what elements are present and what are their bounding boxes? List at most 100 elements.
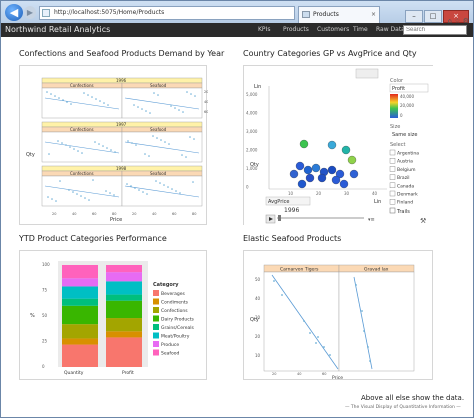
browser-tab[interactable]: Products × <box>298 6 380 23</box>
country-bubble[interactable] <box>339 179 349 189</box>
x-tick: 20 <box>132 212 136 216</box>
country-bubble[interactable] <box>327 140 337 150</box>
close-window-button[interactable]: × <box>443 10 469 23</box>
stack-segment <box>106 272 142 282</box>
year-strip-label: 1998 <box>116 166 127 171</box>
speed-icon[interactable]: ▾≡ <box>368 217 375 223</box>
y-tick: 20 <box>255 334 261 339</box>
country-bubble[interactable] <box>299 139 309 149</box>
brand[interactable]: Northwind Retail Analytics <box>5 25 111 34</box>
data-point <box>189 136 191 138</box>
elastic-strip: Gravad lax <box>364 267 389 273</box>
ytd-xtick: Quantity <box>64 370 84 376</box>
stack-segment <box>106 265 142 273</box>
country-list: Argentina Austria Belgium Brazil Canada Denma… <box>389 149 419 206</box>
data-point <box>130 185 132 187</box>
elastic-points: 20 40 60 <box>271 274 373 376</box>
stack-segment <box>62 305 98 325</box>
nav-customers[interactable]: Customers <box>317 26 350 33</box>
country-bubble[interactable] <box>297 179 307 189</box>
tab-close-icon[interactable]: × <box>370 11 376 18</box>
country-label: Brazil <box>397 175 410 181</box>
nav-products[interactable]: Products <box>283 26 309 33</box>
size-select[interactable]: Same size <box>392 132 417 138</box>
wrench-icon[interactable]: ⚒ <box>420 217 426 225</box>
data-point <box>87 94 89 96</box>
data-point <box>145 110 147 112</box>
bubble-ylabel: Qty <box>250 162 259 168</box>
country-bubble[interactable] <box>341 145 351 155</box>
country-bubble[interactable] <box>305 173 315 183</box>
minimize-button[interactable]: – <box>405 10 423 23</box>
y-scale-select[interactable]: Lin <box>254 84 261 90</box>
y-tick: 5,000 <box>246 92 258 97</box>
data-point <box>167 186 169 188</box>
category-strip-label: Seafood <box>150 171 167 176</box>
address-text: http://localhost:5075/Home/Products <box>54 9 165 16</box>
country-bubble[interactable] <box>331 175 341 185</box>
data-point <box>110 149 112 151</box>
x-tick: 60 <box>322 372 326 376</box>
country-checkbox[interactable] <box>389 149 396 156</box>
x-tick: 20 <box>52 212 56 216</box>
nav-time[interactable]: Time <box>353 26 368 33</box>
trails-checkbox[interactable] <box>389 207 396 214</box>
time-slider-handle[interactable] <box>278 215 281 221</box>
country-checkbox[interactable] <box>389 198 396 205</box>
y-tick: 30 <box>255 315 261 320</box>
data-point <box>178 109 180 111</box>
forward-arrow-icon[interactable]: ▶ <box>24 6 36 19</box>
country-bubble[interactable] <box>303 165 313 175</box>
data-point <box>55 200 57 202</box>
ytd-stacked-chart: % 100 75 50 25 0 Quantity Profit Category Be… <box>30 261 195 376</box>
stack-segment <box>62 298 98 306</box>
data-point <box>133 104 135 106</box>
legend-label: Confections <box>161 308 188 314</box>
data-point <box>193 138 195 140</box>
country-bubble[interactable] <box>289 169 299 179</box>
legend-label: Dairy Products <box>161 317 195 323</box>
color-select[interactable]: Profit <box>392 86 405 92</box>
country-checkbox[interactable] <box>389 190 396 197</box>
data-point <box>329 354 331 356</box>
country-bubble[interactable] <box>317 173 327 183</box>
trend-line <box>44 185 120 198</box>
address-bar[interactable]: http://localhost:5075/Home/Products <box>39 6 295 20</box>
country-bubble[interactable] <box>347 155 357 165</box>
x-scale-select[interactable]: Lin <box>374 199 381 205</box>
browser-tools-icons[interactable]: ⌂ ☆ ⚙ <box>447 17 469 25</box>
nav-kpis[interactable]: KPIs <box>258 26 271 33</box>
data-point <box>84 197 86 199</box>
search-input[interactable] <box>403 25 467 35</box>
country-checkbox[interactable] <box>389 157 396 164</box>
color-label: Color <box>390 78 404 84</box>
legend-swatch <box>153 307 159 313</box>
country-checkbox[interactable] <box>389 182 396 189</box>
elastic-strip: Carnarvon Tigers <box>280 267 319 273</box>
country-bubble[interactable] <box>295 161 305 171</box>
ytd-legend: Beverages Condiments Confections Dairy Prod… <box>153 290 195 357</box>
x-variable-select[interactable]: AvgPrice <box>268 199 289 205</box>
footer-source: — The Visual Display of Quantitative Inf… <box>345 405 461 410</box>
chart-type-tabs[interactable] <box>355 68 379 79</box>
x-tick: 30 <box>344 191 350 196</box>
maximize-button[interactable]: □ <box>424 10 442 23</box>
data-point <box>273 280 275 282</box>
back-arrow-icon[interactable]: ◀ <box>5 4 23 21</box>
data-point <box>168 143 170 145</box>
data-point <box>80 195 82 197</box>
stack-segment <box>106 337 142 367</box>
country-checkbox[interactable] <box>389 166 396 172</box>
country-bubble[interactable] <box>327 165 337 175</box>
demand-chart-panel: Qty Price 1996 Confections Seafood 1997 Conf… <box>19 65 208 225</box>
stack-segment <box>62 338 98 345</box>
data-point <box>175 190 177 192</box>
country-bubble[interactable] <box>349 169 359 179</box>
country-bubble[interactable] <box>335 169 345 179</box>
country-checkbox[interactable] <box>389 174 396 180</box>
bubble-xticks: 10 20 30 40 <box>288 191 378 196</box>
nav-raw-data[interactable]: Raw Data <box>376 26 405 33</box>
country-bubble[interactable] <box>311 163 321 173</box>
country-chart-panel: Qty Lin 5,000 4,000 3,000 2,000 1,000 0 10 20 3… <box>243 65 434 226</box>
